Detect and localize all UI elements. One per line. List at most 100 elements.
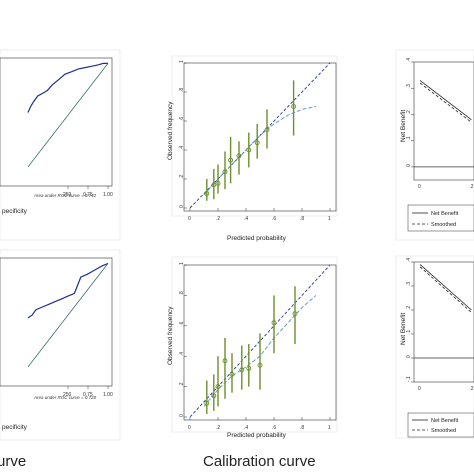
x-tick-label: .8 <box>300 425 304 431</box>
auc-annotation: Area under ROC curve = 0.720 <box>33 395 97 400</box>
decision-plot-frame <box>413 61 474 181</box>
y-axis-label: Observed frequency <box>167 306 174 365</box>
x-axis-label: pecificity <box>2 424 28 431</box>
y-tick-label: .2 <box>179 382 185 386</box>
data-point <box>211 182 217 188</box>
x-tick-label: 0 <box>188 216 191 222</box>
x-axis-label: Predicted probability <box>227 235 287 242</box>
x-tick-label: 0.75 <box>83 392 93 398</box>
reference-diagonal <box>189 264 331 418</box>
data-point <box>236 153 242 159</box>
net-benefit-smoothed-line <box>419 266 472 313</box>
roc-roc-line <box>27 262 109 319</box>
data-point <box>204 191 210 196</box>
x-tick-label: 250 <box>63 392 72 398</box>
data-point <box>215 384 221 390</box>
roc-panel-top: 250 0.75 1.00 Area under ROC curve = 0.742… <box>0 49 121 241</box>
y-tick-label: .3 <box>406 282 412 286</box>
x-tick-label: 1 <box>328 216 331 222</box>
data-point <box>204 400 210 406</box>
legend-item-net-benefit: Net Benefit <box>431 418 459 424</box>
y-axis-label: Net Benefit <box>400 313 407 345</box>
y-tick-label: .1 <box>406 330 412 334</box>
data-point <box>246 365 252 371</box>
x-tick-label: .2 <box>469 184 473 190</box>
data-point <box>222 169 228 175</box>
y-tick-label: .6 <box>179 117 185 121</box>
y-tick-label: 0 <box>406 164 412 167</box>
x-tick-label: .2 <box>216 216 220 222</box>
x-tick-label: .8 <box>300 216 304 222</box>
calibration-panel-bottom: 0 .2 .4 .6 .8 1 0 .2 .4 .6 .8 1 Predicted probabili… <box>167 256 338 439</box>
x-tick-label: 1.00 <box>103 392 113 398</box>
data-point <box>257 362 263 368</box>
smoothed-curve <box>203 106 317 196</box>
y-tick-label: .4 <box>179 352 185 356</box>
legend: Net Benefit Smoothed <box>407 412 474 438</box>
x-tick-label: 0.75 <box>83 192 93 198</box>
y-tick-label: 1 <box>179 262 185 265</box>
y-tick-label: .8 <box>179 291 185 295</box>
y-tick-label: .3 <box>406 84 412 88</box>
y-axis-label: Observed frequency <box>167 101 174 160</box>
data-point <box>292 311 298 317</box>
data-point <box>229 371 235 377</box>
x-tick-label: 0 <box>188 425 191 431</box>
caption-left: urve <box>0 453 26 470</box>
roc-plot-frame <box>0 57 113 187</box>
y-tick-label: .4 <box>406 58 412 62</box>
y-tick-label: -.1 <box>406 376 412 382</box>
caption-calibration: Calibration curve <box>203 453 316 470</box>
y-tick-label: 0 <box>179 414 185 417</box>
x-axis-label: Predicted probability <box>227 432 287 439</box>
y-tick-label: 0 <box>179 205 185 208</box>
net-benefit-line <box>419 80 472 121</box>
y-axis-label: Net Benefit <box>400 110 407 142</box>
roc-roc-line <box>27 62 108 113</box>
y-tick-label: .2 <box>406 110 412 114</box>
decision-panel-bottom: -.1 0 .1 .2 .3 .4 0 .2 Net Benefit Net Benefit … <box>395 255 474 439</box>
net-benefit-smoothed-line <box>419 82 472 123</box>
data-point <box>228 157 234 163</box>
x-tick-label: .2 <box>469 386 473 392</box>
y-tick-label: 0 <box>406 355 412 358</box>
data-point <box>254 140 260 146</box>
legend-item-smoothed: Smoothed <box>431 222 456 228</box>
roc-plot-frame <box>0 257 113 387</box>
x-tick-label: .6 <box>272 425 276 431</box>
data-point <box>211 393 217 399</box>
x-tick-label: .2 <box>216 425 220 431</box>
y-tick-label: .2 <box>179 175 185 179</box>
decision-plot-frame <box>413 261 474 383</box>
calibration-plot-frame <box>183 62 337 212</box>
data-point <box>215 180 221 186</box>
y-tick-label: .2 <box>406 306 412 310</box>
roc-reference-line <box>27 63 109 168</box>
legend-item-net-benefit: Net Benefit <box>431 211 459 217</box>
y-tick-label: .8 <box>179 88 185 92</box>
x-tick-label: .6 <box>272 216 276 222</box>
data-point <box>271 320 277 326</box>
data-point <box>222 358 228 364</box>
data-point <box>239 367 245 373</box>
data-point <box>264 127 270 133</box>
x-axis-label: pecificity <box>2 208 28 215</box>
auc-annotation: Area under ROC curve = 0.742 <box>33 193 97 198</box>
x-tick-label: .4 <box>244 425 248 431</box>
y-tick-label: 1 <box>179 60 185 63</box>
decision-panel-top: 0 .1 .2 .3 .4 0 .2 Net Benefit Net Benefit Smo… <box>395 49 474 241</box>
x-tick-label: 0 <box>418 184 421 190</box>
x-tick-label: 1 <box>328 425 331 431</box>
x-tick-label: 1.00 <box>103 192 113 198</box>
y-tick-label: .4 <box>179 146 185 150</box>
x-tick-label: 250 <box>63 192 72 198</box>
data-point <box>246 147 252 153</box>
x-tick-label: .4 <box>244 216 248 222</box>
net-benefit-line <box>419 264 472 311</box>
y-tick-label: .1 <box>406 136 412 140</box>
x-tick-label: 0 <box>418 386 421 392</box>
legend: Net Benefit Smoothed <box>407 204 474 232</box>
calibration-panel-top: 0 .2 .4 .6 .8 1 0 .2 .4 .6 .8 1 Predicted probabili… <box>167 55 338 242</box>
data-point <box>291 104 297 109</box>
